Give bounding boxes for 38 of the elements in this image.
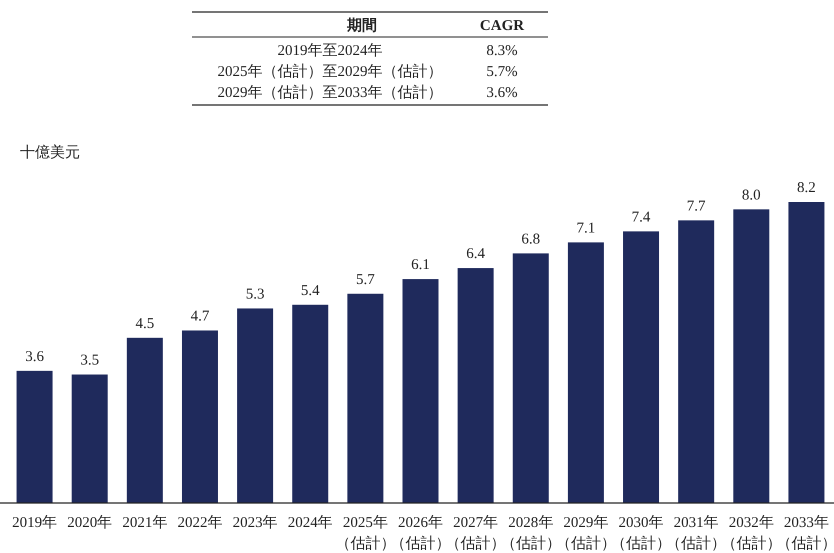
data-label: 6.1 bbox=[411, 257, 430, 274]
data-label: 7.1 bbox=[576, 220, 596, 236]
bar bbox=[72, 374, 108, 503]
bar bbox=[292, 304, 328, 503]
bar bbox=[788, 202, 824, 503]
data-label: 5.4 bbox=[300, 282, 320, 299]
data-label: 5.7 bbox=[356, 272, 376, 288]
data-label: 7.7 bbox=[686, 198, 706, 214]
x-tick-label: 2022年 bbox=[177, 514, 222, 531]
cagr-table: 期間 CAGR 2019年至2024年 8.3% 2025年（估計）至2029年（估計） 5.7% 2029年（估計）至2033年（估計） 3.6% bbox=[192, 11, 548, 106]
data-label: 3.5 bbox=[80, 352, 100, 369]
bar bbox=[512, 253, 549, 503]
data-label: 3.6 bbox=[25, 348, 44, 365]
bar bbox=[402, 279, 438, 503]
bar bbox=[237, 308, 274, 503]
data-label: 8.0 bbox=[742, 187, 761, 204]
y-axis-title: 十億美元 bbox=[20, 144, 80, 161]
data-label: 5.3 bbox=[246, 286, 264, 302]
bar bbox=[733, 209, 770, 503]
data-label: 6.8 bbox=[521, 231, 540, 248]
data-label: 7.4 bbox=[632, 209, 651, 226]
x-tick-label: 2023年 bbox=[232, 514, 278, 531]
x-tick-label: 2021年 bbox=[122, 514, 168, 531]
bar bbox=[458, 268, 494, 503]
bar bbox=[182, 330, 218, 503]
bar bbox=[16, 370, 53, 503]
bar bbox=[678, 220, 714, 503]
x-tick-label: 2020年 bbox=[67, 514, 112, 531]
bar bbox=[568, 242, 604, 503]
bar bbox=[347, 294, 384, 503]
data-label: 4.7 bbox=[190, 308, 210, 324]
x-tick-label: 2019年 bbox=[12, 514, 58, 531]
x-tick-label: 2024年 bbox=[288, 514, 333, 531]
data-label: 6.4 bbox=[466, 246, 486, 262]
data-label: 8.2 bbox=[797, 180, 816, 196]
data-label: 4.5 bbox=[135, 316, 154, 332]
bar bbox=[623, 231, 660, 503]
bar bbox=[126, 338, 163, 503]
